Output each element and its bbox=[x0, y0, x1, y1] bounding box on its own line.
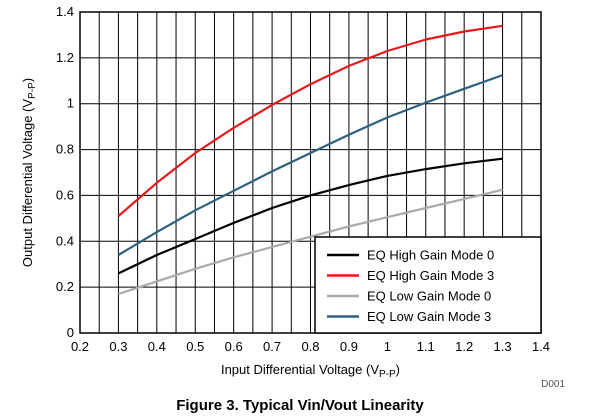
x-tick-label: 1 bbox=[384, 339, 391, 354]
x-tick-label: 0.9 bbox=[340, 339, 358, 354]
y-tick-label: 1.2 bbox=[56, 50, 74, 65]
y-tick-label: 0.4 bbox=[56, 233, 74, 248]
figure-caption: Figure 3. Typical Vin/Vout Linearity bbox=[176, 397, 424, 414]
y-tick-label: 0 bbox=[67, 325, 74, 340]
legend-label: EQ High Gain Mode 3 bbox=[367, 268, 494, 283]
y-axis-title: Output Differential Voltage (VP-P) bbox=[20, 78, 38, 267]
y-tick-label: 0.2 bbox=[56, 279, 74, 294]
x-tick-label: 1.3 bbox=[494, 339, 512, 354]
x-tick-label: 0.8 bbox=[301, 339, 319, 354]
legend-label: EQ Low Gain Mode 0 bbox=[367, 289, 491, 304]
series-line bbox=[117, 24, 503, 217]
x-tick-label: 0.2 bbox=[71, 339, 89, 354]
series-line bbox=[117, 74, 503, 256]
x-tick-label: 0.7 bbox=[263, 339, 281, 354]
legend: EQ High Gain Mode 0 EQ High Gain Mode 3 EQ… bbox=[314, 236, 542, 334]
x-tick-label: 0.5 bbox=[186, 339, 204, 354]
series-line bbox=[117, 157, 503, 275]
figure-code: D001 bbox=[541, 379, 565, 390]
plot-frame bbox=[79, 11, 542, 334]
x-tick-label: 1.1 bbox=[417, 339, 435, 354]
series-line bbox=[118, 188, 503, 296]
legend-label: EQ Low Gain Mode 3 bbox=[367, 309, 491, 324]
y-tick-label: 1 bbox=[67, 96, 74, 111]
x-tick-label: 1.4 bbox=[532, 339, 550, 354]
series-lines bbox=[117, 24, 503, 296]
tick-labels: 0.2 0.3 0.4 0.5 0.6 0.7 0.8 0.9 1 1.1 1.2 1.3 1.400.… bbox=[56, 4, 550, 354]
y-tick-label: 1.4 bbox=[56, 4, 74, 19]
x-tick-label: 1.2 bbox=[455, 339, 473, 354]
legend-label: EQ High Gain Mode 0 bbox=[367, 248, 494, 263]
x-tick-label: 0.6 bbox=[225, 339, 243, 354]
x-tick-label: 0.4 bbox=[148, 339, 166, 354]
y-tick-label: 0.8 bbox=[56, 142, 74, 157]
y-tick-label: 0.6 bbox=[56, 187, 74, 202]
x-axis-title: Input Differential Voltage (VP-P) bbox=[221, 362, 400, 380]
x-tick-label: 0.3 bbox=[109, 339, 127, 354]
